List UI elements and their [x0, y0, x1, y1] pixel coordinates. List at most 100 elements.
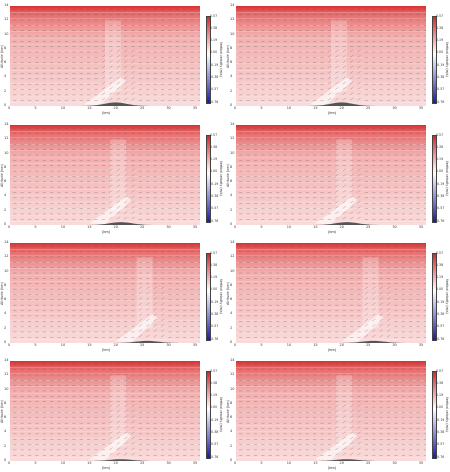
y-tick-label: 12	[230, 372, 235, 377]
colorbar-tick-label: 0.57	[210, 368, 218, 373]
colorbar-tick-label: 0.19	[436, 157, 444, 162]
field-background	[236, 243, 426, 343]
x-tick-label: 10	[60, 461, 66, 465]
x-tick-label: 10	[286, 106, 292, 110]
x-tick-label: 30	[392, 343, 397, 347]
colorbar-tick-label: 0.00	[436, 405, 444, 410]
wind-vectors	[239, 364, 426, 456]
plot-area	[10, 125, 200, 225]
colorbar-tick-label: -0.38	[436, 429, 445, 434]
x-tick-label: 25	[365, 343, 371, 347]
x-axis-label: (km)	[102, 348, 111, 352]
x-tick-label: 35	[192, 461, 198, 465]
x-tick-label: 5	[34, 106, 37, 110]
updraft-column	[110, 375, 127, 447]
wind-vectors	[13, 9, 200, 101]
x-tick-label: 5	[260, 343, 263, 347]
field-background	[10, 243, 200, 343]
y-tick-label: 12	[230, 254, 235, 259]
colorbar-tick-label: 0.38	[210, 25, 218, 30]
y-tick-label: 6	[230, 179, 233, 184]
y-tick-label: 14	[4, 358, 9, 362]
x-tick-label: 20	[113, 461, 119, 465]
updraft-column	[336, 375, 353, 447]
colorbar-tick-label: -0.57	[436, 442, 445, 447]
colorbar-label: Vertical velocity (m/s)	[219, 397, 223, 432]
x-tick-label: 0	[234, 225, 237, 229]
y-tick-label: 0	[4, 340, 7, 344]
x-tick-label: 30	[166, 225, 171, 229]
chart-panel-7: Altitude (km) 0 2 4 6 8 10 12 14 0 5 10 15 20 25 30 35 (k…	[0, 356, 224, 472]
colorbar-tick-label: -0.76	[210, 454, 219, 459]
x-axis-label: (km)	[102, 230, 111, 234]
y-tick-label: 6	[4, 297, 7, 302]
vertical-velocity-field	[10, 243, 200, 343]
field-background	[236, 125, 426, 225]
x-tick-label: 0	[8, 225, 11, 229]
x-tick-label: 20	[339, 106, 345, 110]
colorbar-tick-label: -0.76	[436, 99, 445, 104]
colorbar-tick-label: -0.19	[436, 417, 445, 422]
colorbar-tick-label: -0.76	[436, 454, 445, 459]
chart-panel-6: Altitude (km) 0 2 4 6 8 10 12 14 0 5 10 15 20 25 30 35 (k…	[226, 238, 450, 354]
x-tick-label: 35	[192, 225, 198, 229]
chart-panel-2: Altitude (km) 0 2 4 6 8 10 12 14 0 5 10 15 20 25 30 35 (k…	[226, 1, 450, 117]
colorbar-tick-label: 0.57	[436, 368, 444, 373]
colorbar-tick-label: -0.19	[436, 299, 445, 304]
colorbar-tick-label: -0.76	[210, 336, 219, 341]
colorbar-tick-label: -0.19	[210, 417, 219, 422]
vertical-velocity-field	[10, 125, 200, 225]
colorbar-tick-label: -0.38	[436, 74, 445, 79]
y-tick-label: 2	[230, 325, 233, 330]
colorbar-tick-label: 0.00	[436, 287, 444, 292]
x-tick-label: 20	[113, 343, 119, 347]
y-tick-label: 10	[4, 268, 9, 273]
colorbar-tick-label: 0.57	[210, 250, 218, 255]
wind-vectors	[13, 128, 200, 220]
x-tick-label: 15	[313, 106, 318, 110]
plot-area	[10, 243, 200, 343]
x-axis-label: (km)	[328, 111, 337, 115]
x-axis-label: (km)	[102, 111, 111, 115]
colorbar-label: Vertical velocity (m/s)	[445, 279, 449, 314]
x-tick-label: 25	[139, 343, 145, 347]
y-tick-label: 14	[230, 3, 235, 7]
terrain	[10, 222, 200, 225]
y-tick-label: 6	[4, 415, 7, 420]
y-tick-label: 6	[4, 179, 7, 184]
x-tick-label: 25	[365, 106, 371, 110]
colorbar-label: Vertical velocity (m/s)	[445, 161, 449, 196]
y-tick-label: 12	[4, 17, 9, 22]
colorbar-label: Vertical velocity (m/s)	[219, 161, 223, 196]
x-tick-label: 25	[139, 225, 145, 229]
y-tick-label: 8	[230, 400, 233, 405]
x-axis-label: (km)	[102, 466, 111, 470]
y-tick-label: 10	[4, 31, 9, 36]
colorbar-tick-label: 0.38	[210, 144, 218, 149]
colorbar-tick-label: -0.19	[210, 181, 219, 186]
x-tick-label: 35	[418, 343, 424, 347]
vertical-velocity-field	[236, 243, 426, 343]
y-tick-label: 14	[230, 240, 235, 244]
colorbar-tick-label: 0.57	[210, 13, 218, 18]
y-tick-label: 0	[4, 458, 7, 462]
colorbar-tick-label: -0.57	[436, 206, 445, 211]
colorbar-tick-label: 0.57	[436, 13, 444, 18]
colorbar	[206, 16, 211, 104]
colorbar-tick-label: 0.00	[436, 50, 444, 55]
x-tick-label: 25	[139, 461, 145, 465]
wave-streak	[309, 77, 353, 106]
plot-area	[10, 361, 200, 461]
x-tick-label: 35	[192, 106, 198, 110]
y-tick-label: 14	[4, 3, 9, 7]
y-tick-label: 4	[230, 193, 233, 198]
terrain	[236, 222, 426, 225]
y-tick-label: 2	[230, 207, 233, 212]
y-tick-label: 14	[4, 240, 9, 244]
colorbar-tick-label: -0.57	[436, 324, 445, 329]
chart-panel-4: Altitude (km) 0 2 4 6 8 10 12 14 0 5 10 15 20 25 30 35 (k…	[226, 120, 450, 236]
colorbar-tick-label: -0.38	[210, 311, 219, 316]
y-tick-label: 4	[230, 74, 233, 79]
updraft-column	[105, 20, 121, 92]
y-tick-label: 2	[230, 88, 233, 93]
